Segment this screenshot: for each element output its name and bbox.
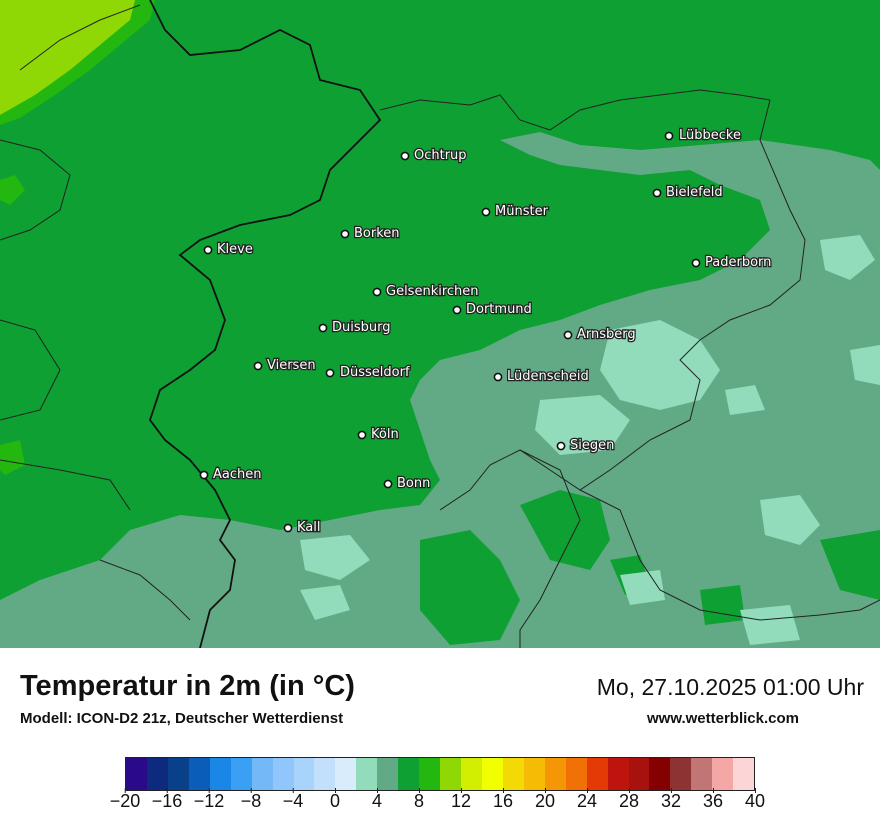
- legend-swatch: [251, 758, 273, 790]
- city-markers: Lübbecke Ochtrup Bielefeld Münster Borke…: [199, 127, 773, 536]
- legend-swatch: [314, 758, 336, 790]
- legend-swatch: [272, 758, 294, 790]
- legend-swatch: [733, 758, 755, 790]
- city-luedenscheid: Lüdenscheid: [493, 368, 590, 385]
- legend-swatch: [188, 758, 210, 790]
- legend-tick-label: 24: [576, 788, 598, 811]
- legend-swatch: [293, 758, 315, 790]
- legend-swatch: [481, 758, 503, 790]
- legend-swatch: [146, 758, 168, 790]
- city-dortmund: Dortmund: [452, 301, 533, 318]
- city-borken: Borken: [340, 225, 401, 242]
- legend-tick-label: −4: [282, 788, 304, 811]
- legend-swatch: [523, 758, 545, 790]
- legend-swatch: [649, 758, 671, 790]
- svg-text:Köln: Köln: [371, 427, 399, 442]
- map-canvas: Lübbecke Ochtrup Bielefeld Münster Borke…: [0, 0, 880, 648]
- svg-text:Düsseldorf: Düsseldorf: [340, 365, 410, 380]
- svg-text:Arnsberg: Arnsberg: [577, 327, 636, 342]
- color-legend: [125, 757, 755, 791]
- svg-text:Bonn: Bonn: [397, 476, 430, 491]
- legend-tick-label: 40: [744, 788, 766, 811]
- state-borders: [0, 4, 880, 648]
- info-panel: Temperatur in 2m (in °C) Modell: ICON-D2…: [0, 648, 880, 830]
- legend-tick-label: 12: [450, 788, 472, 811]
- legend-swatch: [335, 758, 357, 790]
- city-duesseldorf: Düsseldorf: [325, 364, 411, 381]
- city-muenster: Münster: [481, 203, 550, 220]
- city-paderborn: Paderborn: [691, 254, 773, 271]
- city-gelsenkirchen: Gelsenkirchen: [372, 283, 480, 300]
- legend-swatch: [586, 758, 608, 790]
- legend-tick-label: −8: [240, 788, 262, 811]
- legend-swatch: [544, 758, 566, 790]
- city-koeln: Köln: [357, 426, 400, 443]
- model-subtitle: Modell: ICON-D2 21z, Deutscher Wetterdie…: [20, 710, 344, 727]
- svg-text:Bielefeld: Bielefeld: [666, 185, 723, 200]
- city-bielefeld: Bielefeld: [652, 184, 724, 201]
- city-luebbecke: Lübbecke: [664, 127, 742, 144]
- legend-tick-label: −16: [151, 788, 183, 811]
- legend-swatch: [461, 758, 482, 790]
- legend-tick-label: −12: [193, 788, 225, 811]
- legend-swatch: [607, 758, 629, 790]
- legend-tick-label: 32: [660, 788, 682, 811]
- city-siegen: Siegen: [556, 437, 616, 454]
- forecast-datetime: Mo, 27.10.2025 01:00 Uhr: [596, 674, 864, 700]
- city-viersen: Viersen: [253, 357, 317, 374]
- svg-text:Lüdenscheid: Lüdenscheid: [507, 369, 589, 384]
- legend-swatch: [230, 758, 252, 790]
- legend-swatch: [691, 758, 713, 790]
- svg-text:Kall: Kall: [297, 520, 321, 535]
- legend-tick-label: 4: [371, 788, 383, 811]
- legend-tick-label: 0: [329, 788, 341, 811]
- zone-12-14: [0, 0, 135, 115]
- legend-swatch: [356, 758, 378, 790]
- city-aachen: Aachen: [199, 466, 263, 483]
- city-arnsberg: Arnsberg: [563, 326, 637, 343]
- svg-text:Dortmund: Dortmund: [466, 302, 532, 317]
- legend-swatch: [565, 758, 587, 790]
- legend-tick-label: −20: [109, 788, 141, 811]
- map-title: Temperatur in 2m (in °C): [20, 670, 355, 702]
- legend-swatch: [209, 758, 231, 790]
- legend-swatch: [712, 758, 734, 790]
- svg-text:Münster: Münster: [495, 204, 549, 219]
- temperature-map: Lübbecke Ochtrup Bielefeld Münster Borke…: [0, 0, 880, 648]
- svg-text:Viersen: Viersen: [267, 358, 316, 373]
- svg-text:Lübbecke: Lübbecke: [679, 128, 741, 143]
- legend-tick-label: 20: [534, 788, 556, 811]
- svg-text:Kleve: Kleve: [217, 242, 253, 257]
- legend-swatch: [377, 758, 399, 790]
- legend-swatch: [167, 758, 189, 790]
- legend-swatch: [398, 758, 420, 790]
- city-bonn: Bonn: [383, 475, 432, 492]
- legend-tick-label: 16: [492, 788, 514, 811]
- svg-text:Borken: Borken: [354, 226, 400, 241]
- svg-text:Siegen: Siegen: [570, 438, 614, 453]
- svg-text:Ochtrup: Ochtrup: [414, 148, 467, 163]
- legend-tick-label: 36: [702, 788, 724, 811]
- legend-ticks: −20 −16 −12 −8 −4 0 4 8 12 16 20 24 28 32 36 40: [110, 788, 765, 821]
- svg-text:Paderborn: Paderborn: [705, 255, 771, 270]
- svg-text:Aachen: Aachen: [213, 467, 261, 482]
- svg-text:Gelsenkirchen: Gelsenkirchen: [386, 284, 479, 299]
- legend-swatch: [628, 758, 650, 790]
- city-duisburg: Duisburg: [318, 319, 392, 336]
- site-url: www.wetterblick.com: [647, 710, 799, 727]
- city-kleve: Kleve: [203, 241, 254, 258]
- zone-6-8: [0, 132, 880, 648]
- legend-tick-label: 28: [618, 788, 640, 811]
- legend-swatch: [126, 758, 147, 790]
- legend-swatch: [670, 758, 692, 790]
- country-borders: [148, 0, 382, 648]
- city-kall: Kall: [283, 519, 322, 536]
- legend-swatch: [502, 758, 524, 790]
- legend-tick-label: 8: [413, 788, 425, 811]
- legend-swatch: [419, 758, 441, 790]
- zone-4-6: [600, 320, 720, 410]
- svg-text:Duisburg: Duisburg: [332, 320, 391, 335]
- legend-swatch: [440, 758, 461, 790]
- city-ochtrup: Ochtrup: [400, 147, 468, 164]
